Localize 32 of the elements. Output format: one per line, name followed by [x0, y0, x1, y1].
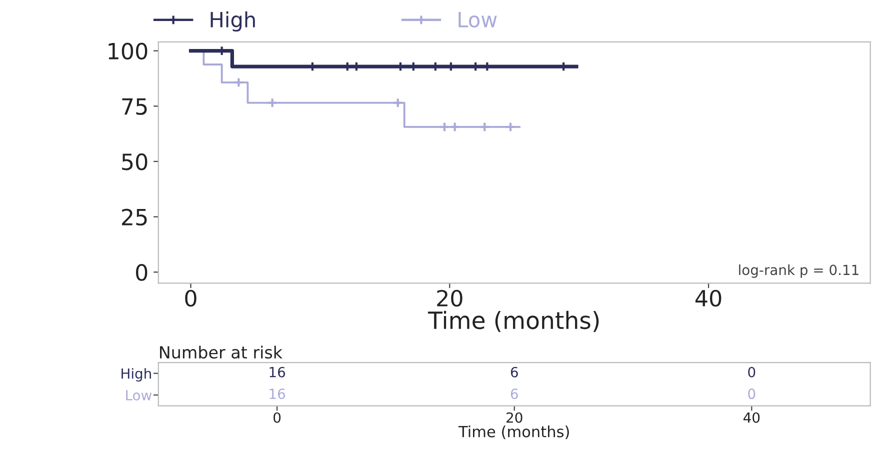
- data-label: 0: [748, 366, 756, 378]
- data-label: 16: [270, 388, 286, 400]
- legend-label: Low: [458, 12, 497, 28]
- chart-title: Number at risk: [160, 346, 282, 359]
- x-tick-label: 20: [506, 412, 522, 423]
- y-tick-label: 100: [108, 42, 148, 60]
- data-label: 0: [748, 388, 756, 400]
- x-tick-label: 40: [744, 412, 760, 423]
- y-tick-label: 0: [136, 264, 148, 281]
- data-label: 16: [270, 366, 286, 378]
- y-tick-label: High: [122, 368, 151, 382]
- y-tick-label: 50: [122, 153, 148, 170]
- point: [392, 98, 404, 108]
- x-tick-label: 40: [695, 290, 722, 307]
- point: [267, 98, 278, 108]
- x-tick-label: 20: [437, 290, 462, 307]
- point: [479, 122, 490, 132]
- x-tick-label: 0: [185, 290, 196, 307]
- data-label: 6: [510, 388, 518, 400]
- x-axis-title: Time (months): [428, 310, 599, 332]
- point: [439, 122, 450, 132]
- point: [450, 122, 460, 132]
- annotation: log-rank p = 0.11: [739, 264, 858, 278]
- y-tick-label: 75: [122, 98, 147, 115]
- point: [233, 77, 244, 88]
- y-tick-label: 25: [122, 208, 147, 226]
- x-axis-title: Time (months): [458, 426, 569, 440]
- x-tick-label: 0: [274, 412, 281, 423]
- point: [505, 122, 516, 132]
- y-tick-label: Low: [126, 390, 152, 400]
- legend-label: High: [210, 11, 255, 32]
- data-label: 6: [510, 366, 518, 378]
